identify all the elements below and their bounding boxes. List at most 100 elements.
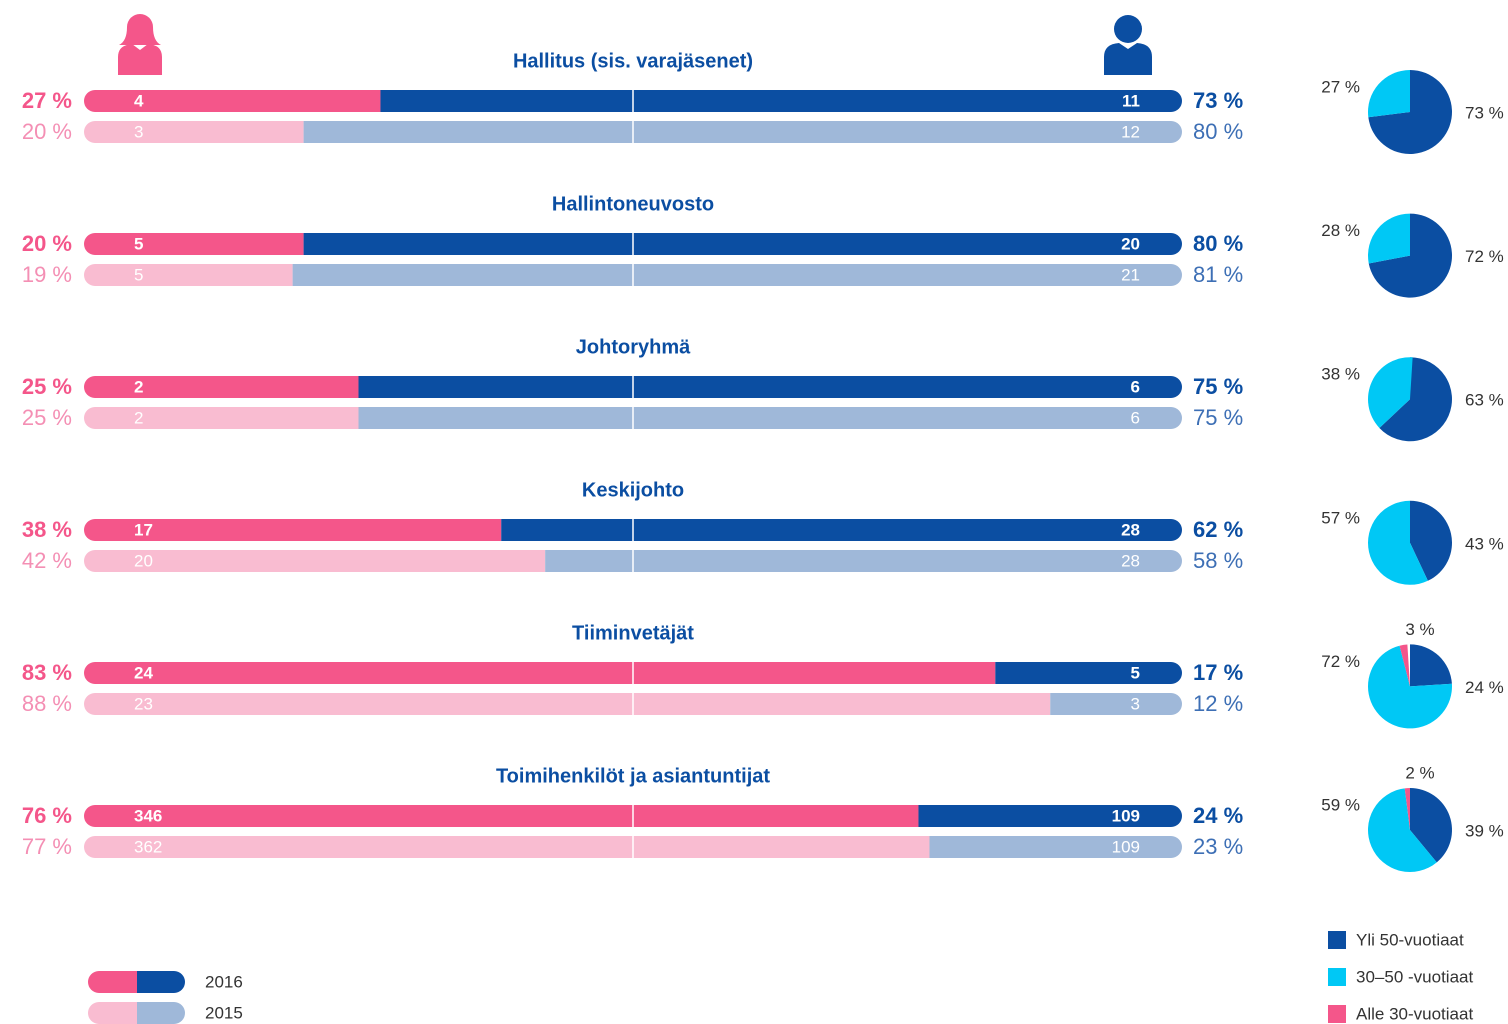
male-count: 28 [1121, 551, 1140, 570]
female-percent: 27 % [22, 88, 72, 113]
male-segment [1050, 693, 1182, 715]
female-count: 17 [134, 520, 153, 539]
male-percent: 17 % [1193, 660, 1243, 685]
legend-swatch [88, 971, 185, 993]
legend-male [137, 971, 185, 993]
bar [84, 693, 1182, 715]
female-segment [84, 121, 304, 143]
bar [84, 264, 1182, 286]
pie-label: 28 % [1321, 221, 1360, 240]
pie-slice [1368, 357, 1413, 428]
female-count: 3 [134, 122, 143, 141]
pie-slice [1367, 213, 1410, 264]
male-segment [929, 836, 1182, 858]
female-segment [84, 805, 919, 827]
female-icon [118, 14, 162, 75]
female-percent: 20 % [22, 119, 72, 144]
male-icon [1104, 15, 1152, 75]
male-count: 28 [1121, 520, 1140, 539]
female-percent: 38 % [22, 517, 72, 542]
male-count: 3 [1131, 694, 1140, 713]
male-percent: 81 % [1193, 262, 1243, 287]
male-segment [918, 805, 1182, 827]
pie-label: 24 % [1465, 678, 1504, 697]
female-segment [84, 519, 502, 541]
pie-slice [1368, 213, 1452, 298]
group-title: Keskijohto [582, 479, 684, 501]
male-segment [501, 519, 1182, 541]
pie-slice [1410, 644, 1452, 687]
female-percent: 76 % [22, 803, 72, 828]
female-count: 2 [134, 377, 143, 396]
male-percent: 75 % [1193, 405, 1243, 430]
female-count: 20 [134, 551, 153, 570]
male-percent: 58 % [1193, 548, 1243, 573]
pie-slice [1410, 788, 1453, 863]
female-count: 5 [134, 265, 143, 284]
female-count: 4 [134, 91, 144, 110]
pie-label: 63 % [1465, 391, 1504, 410]
pie-slice [1410, 500, 1453, 581]
pie-label: 38 % [1321, 365, 1360, 384]
male-count: 6 [1131, 408, 1140, 427]
male-count: 21 [1121, 265, 1140, 284]
legend-label: 30–50 -vuotiaat [1356, 967, 1473, 986]
pie-label: 73 % [1465, 103, 1504, 122]
male-percent: 23 % [1193, 834, 1243, 859]
bar [84, 519, 1182, 541]
male-count: 109 [1112, 837, 1140, 856]
pie-slice [1368, 645, 1452, 729]
male-segment [303, 233, 1182, 255]
bar [84, 662, 1182, 684]
pie-slice [1368, 500, 1428, 585]
female-count: 24 [134, 663, 153, 682]
bar [84, 121, 1182, 143]
pie-label: 27 % [1321, 77, 1360, 96]
male-segment [380, 90, 1182, 112]
female-percent: 88 % [22, 691, 72, 716]
female-percent: 20 % [22, 231, 72, 256]
male-percent: 80 % [1193, 231, 1243, 256]
group-title: Hallintoneuvosto [552, 193, 714, 215]
pie-slice [1368, 70, 1410, 118]
legend-square [1328, 968, 1346, 986]
pie-slice [1379, 357, 1453, 442]
male-count: 109 [1112, 806, 1140, 825]
female-count: 346 [134, 806, 162, 825]
pie-slice [1368, 788, 1437, 872]
pie-label: 39 % [1465, 821, 1504, 840]
pie-label: 72 % [1321, 652, 1360, 671]
female-percent: 42 % [22, 548, 72, 573]
legend-label: Alle 30-vuotiaat [1356, 1004, 1473, 1023]
male-count: 5 [1131, 663, 1140, 682]
male-percent: 62 % [1193, 517, 1243, 542]
bar [84, 805, 1182, 827]
male-segment [358, 376, 1182, 398]
male-percent: 12 % [1193, 691, 1243, 716]
female-segment [84, 407, 359, 429]
male-count: 11 [1122, 91, 1140, 110]
female-segment [84, 550, 546, 572]
pie-slice [1404, 788, 1410, 830]
male-count: 20 [1121, 234, 1140, 253]
female-percent: 25 % [22, 405, 72, 430]
legend-male [137, 1002, 185, 1024]
female-segment [84, 836, 930, 858]
legend-label: 2016 [205, 972, 243, 991]
male-count: 12 [1121, 122, 1140, 141]
pie-slice [1399, 644, 1410, 687]
female-percent: 19 % [22, 262, 72, 287]
bar [84, 376, 1182, 398]
female-percent: 77 % [22, 834, 72, 859]
male-percent: 75 % [1193, 374, 1243, 399]
male-percent: 80 % [1193, 119, 1243, 144]
bar [84, 550, 1182, 572]
pie-slice [1368, 70, 1452, 154]
bar [84, 407, 1182, 429]
pie-label: 43 % [1465, 534, 1504, 553]
female-count: 23 [134, 694, 153, 713]
female-segment [84, 693, 1051, 715]
pie-label: 57 % [1321, 508, 1360, 527]
female-count: 362 [134, 837, 162, 856]
